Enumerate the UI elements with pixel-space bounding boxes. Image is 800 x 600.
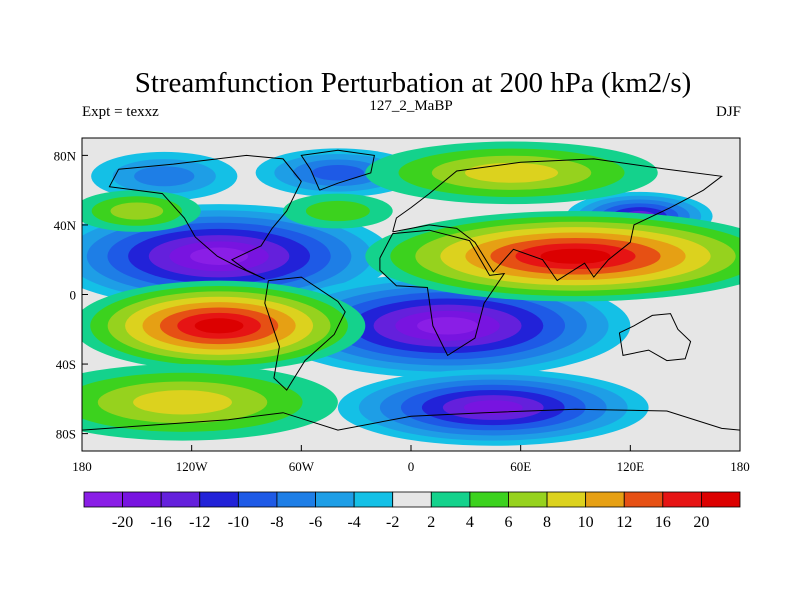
colorbar-box [508, 491, 548, 508]
colorbar-box [353, 491, 394, 508]
colorbar-box [662, 491, 702, 508]
subtitle-center: 127_2_MaBP [369, 98, 452, 114]
contour-low-npac-north-3 [134, 166, 195, 187]
colorbar-label: -2 [386, 514, 399, 531]
colorbar-box [199, 491, 239, 508]
colorbar-label: 8 [543, 514, 551, 531]
colorbar-box [430, 491, 471, 508]
colorbar-label: -4 [347, 514, 360, 531]
y-tick-label: 80N [54, 148, 77, 163]
coast-antarctica [82, 408, 740, 431]
colorbar-label: 6 [504, 514, 512, 531]
contour-high-spac-20s-8 [194, 318, 244, 334]
coast-eurasia [392, 158, 723, 282]
subtitle-right: DJF [716, 104, 741, 120]
y-tick-label: 40N [54, 218, 77, 233]
x-tick-label: 60E [510, 459, 531, 474]
contour-high-asia-20n-8 [540, 248, 611, 264]
coast-north-america [108, 154, 302, 280]
contour-high-spac-60s-4 [133, 390, 232, 415]
y-tick-label: 40S [56, 357, 76, 372]
y-tick-label: 80S [56, 427, 76, 442]
colorbar-box [623, 491, 664, 508]
colorbar-label: 20 [693, 514, 709, 531]
colorbar-box [392, 491, 432, 508]
x-tick-label: 180 [72, 459, 92, 474]
x-tick-label: 180 [730, 459, 750, 474]
colorbar-box [160, 491, 201, 508]
colorbar-box [546, 491, 587, 508]
colorbar-label: -12 [189, 514, 210, 531]
x-tick-label: 120E [617, 459, 645, 474]
colorbar-label: -6 [309, 514, 322, 531]
contour-low-spac-60s-7 [463, 400, 523, 415]
contour-high-eatl-40n-2 [305, 200, 370, 222]
contour-high-npac-48n-3 [110, 202, 164, 220]
coast-australia [618, 313, 692, 362]
colorbar-box [276, 491, 316, 508]
colorbar: -20 -16 -12 -10 -8 -6 -4 -2 2 4 6 8 10 12 16 20 [83, 491, 741, 531]
x-tick-label: 0 [408, 459, 415, 474]
x-tick-label: 120W [176, 459, 209, 474]
colorbar-box [83, 491, 123, 508]
coast-greenland [300, 149, 375, 191]
colorbar-label: 4 [466, 514, 474, 531]
colorbar-box [122, 491, 162, 508]
chart-title: Streamfunction Perturbation at 200 hPa (… [135, 67, 692, 99]
colorbar-box [701, 491, 741, 508]
contour-low-eq-indian-8 [417, 317, 479, 335]
coast-africa [379, 229, 506, 357]
contour-high-siberia-4 [465, 162, 559, 183]
y-tick-label: 0 [70, 288, 77, 303]
colorbar-label: 10 [578, 514, 594, 531]
contour-low-atl-north-4 [311, 165, 365, 181]
colorbar-label: -10 [228, 514, 249, 531]
colorbar-label: -16 [151, 514, 172, 531]
colorbar-box [315, 491, 355, 508]
continent-outline-layer [82, 149, 740, 431]
coast-south-america [264, 276, 346, 391]
subtitle-left: Expt = texxz [82, 104, 159, 120]
x-tick-label: 60W [289, 459, 315, 474]
y-axis: 80N 40N 0 40S 80S [54, 148, 88, 442]
colorbar-label: 12 [616, 514, 632, 531]
colorbar-label: 16 [655, 514, 671, 531]
colorbar-label: -20 [112, 514, 133, 531]
colorbar-box [585, 491, 625, 508]
colorbar-label: 2 [427, 514, 435, 531]
x-axis: 180 120W 60W 0 60E 120E 180 [72, 445, 750, 474]
colorbar-box [469, 491, 509, 508]
plot-area [82, 138, 740, 451]
colorbar-box [237, 491, 278, 508]
colorbar-label: -8 [270, 514, 283, 531]
